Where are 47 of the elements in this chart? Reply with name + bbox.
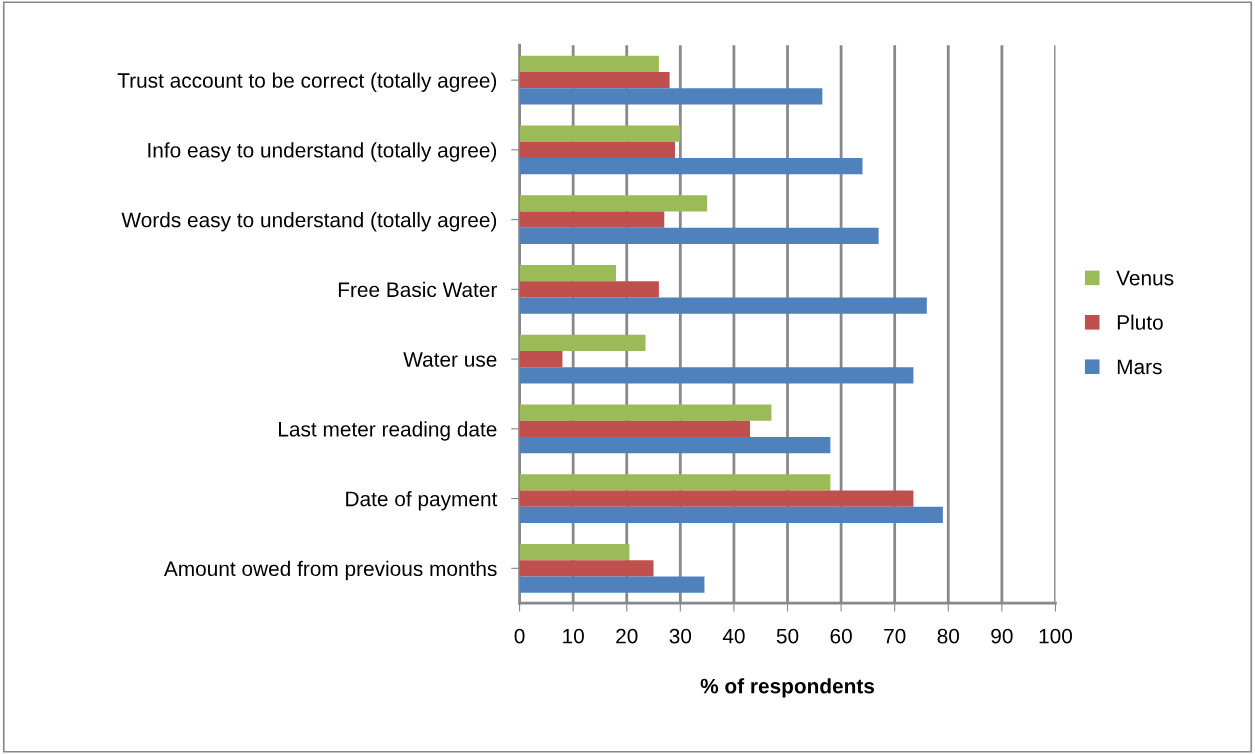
x-tick-label: 20 <box>616 628 638 644</box>
x-tick-label: 80 <box>937 628 960 644</box>
y-tick-label: Amount owed from previous months <box>163 560 497 581</box>
bar <box>519 281 659 298</box>
bar <box>519 474 831 491</box>
y-tick-label: Trust account to be correct (totally agree) <box>117 72 497 92</box>
x-tick-label: 40 <box>722 628 745 644</box>
x-axis-title: % of respondents <box>700 678 875 698</box>
y-tick-label: Words easy to understand (totally agree) <box>121 212 497 232</box>
x-tick-label: 90 <box>991 628 1013 644</box>
bar <box>519 490 914 507</box>
y-tick-label: Last meter reading date <box>279 421 497 441</box>
x-tick-label: 30 <box>669 628 692 644</box>
legend-label: Mars <box>1117 359 1162 375</box>
y-tick-label: Info easy to understand (totally agree) <box>148 142 497 162</box>
bar <box>519 55 659 72</box>
x-tick-label: 100 <box>1039 628 1073 644</box>
x-tick-label: 50 <box>776 628 799 644</box>
bar <box>519 367 914 384</box>
bar <box>519 88 823 105</box>
bar <box>519 420 750 437</box>
x-tick-label: 0 <box>514 628 525 644</box>
y-tick-label: Water use <box>403 352 497 367</box>
x-tick-label: 10 <box>563 628 584 644</box>
bar <box>519 334 646 351</box>
y-tick-label: Date of payment <box>346 491 498 511</box>
bar <box>519 157 863 175</box>
legend-label: Venus <box>1116 270 1174 286</box>
bar <box>519 125 681 142</box>
bar <box>519 404 772 421</box>
bar <box>519 195 708 212</box>
x-tick-label: 70 <box>884 628 906 644</box>
legend-label: Pluto <box>1117 314 1163 330</box>
bar <box>519 264 617 282</box>
bar <box>519 211 665 228</box>
x-tick-label: 60 <box>830 628 852 644</box>
y-tick-label: Free Basic Water <box>338 281 498 298</box>
bar <box>519 543 630 561</box>
bar <box>519 560 654 577</box>
bar <box>519 141 675 158</box>
bar <box>519 297 927 314</box>
bar <box>519 71 670 89</box>
bar <box>519 506 943 523</box>
bar <box>519 436 831 454</box>
bar <box>519 227 879 245</box>
bar <box>519 350 563 368</box>
bar <box>519 576 705 593</box>
